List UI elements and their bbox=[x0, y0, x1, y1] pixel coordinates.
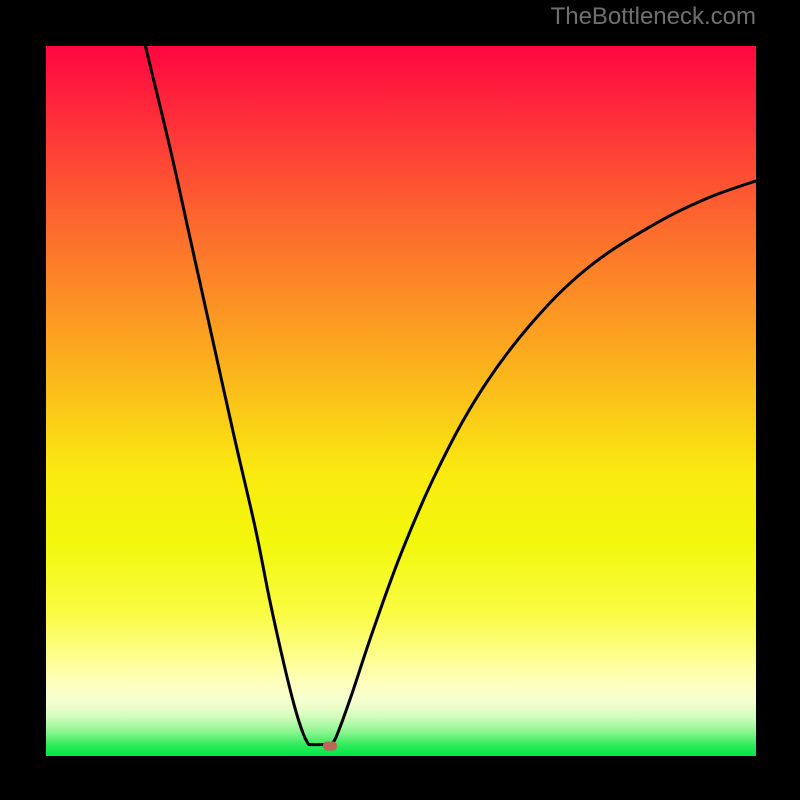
trough-marker bbox=[323, 742, 337, 751]
plot-area bbox=[46, 46, 756, 756]
bottleneck-curve bbox=[46, 46, 756, 756]
watermark-text: TheBottleneck.com bbox=[551, 3, 756, 31]
bottleneck-curve-path bbox=[145, 46, 756, 745]
chart-container: TheBottleneck.com bbox=[0, 0, 800, 800]
